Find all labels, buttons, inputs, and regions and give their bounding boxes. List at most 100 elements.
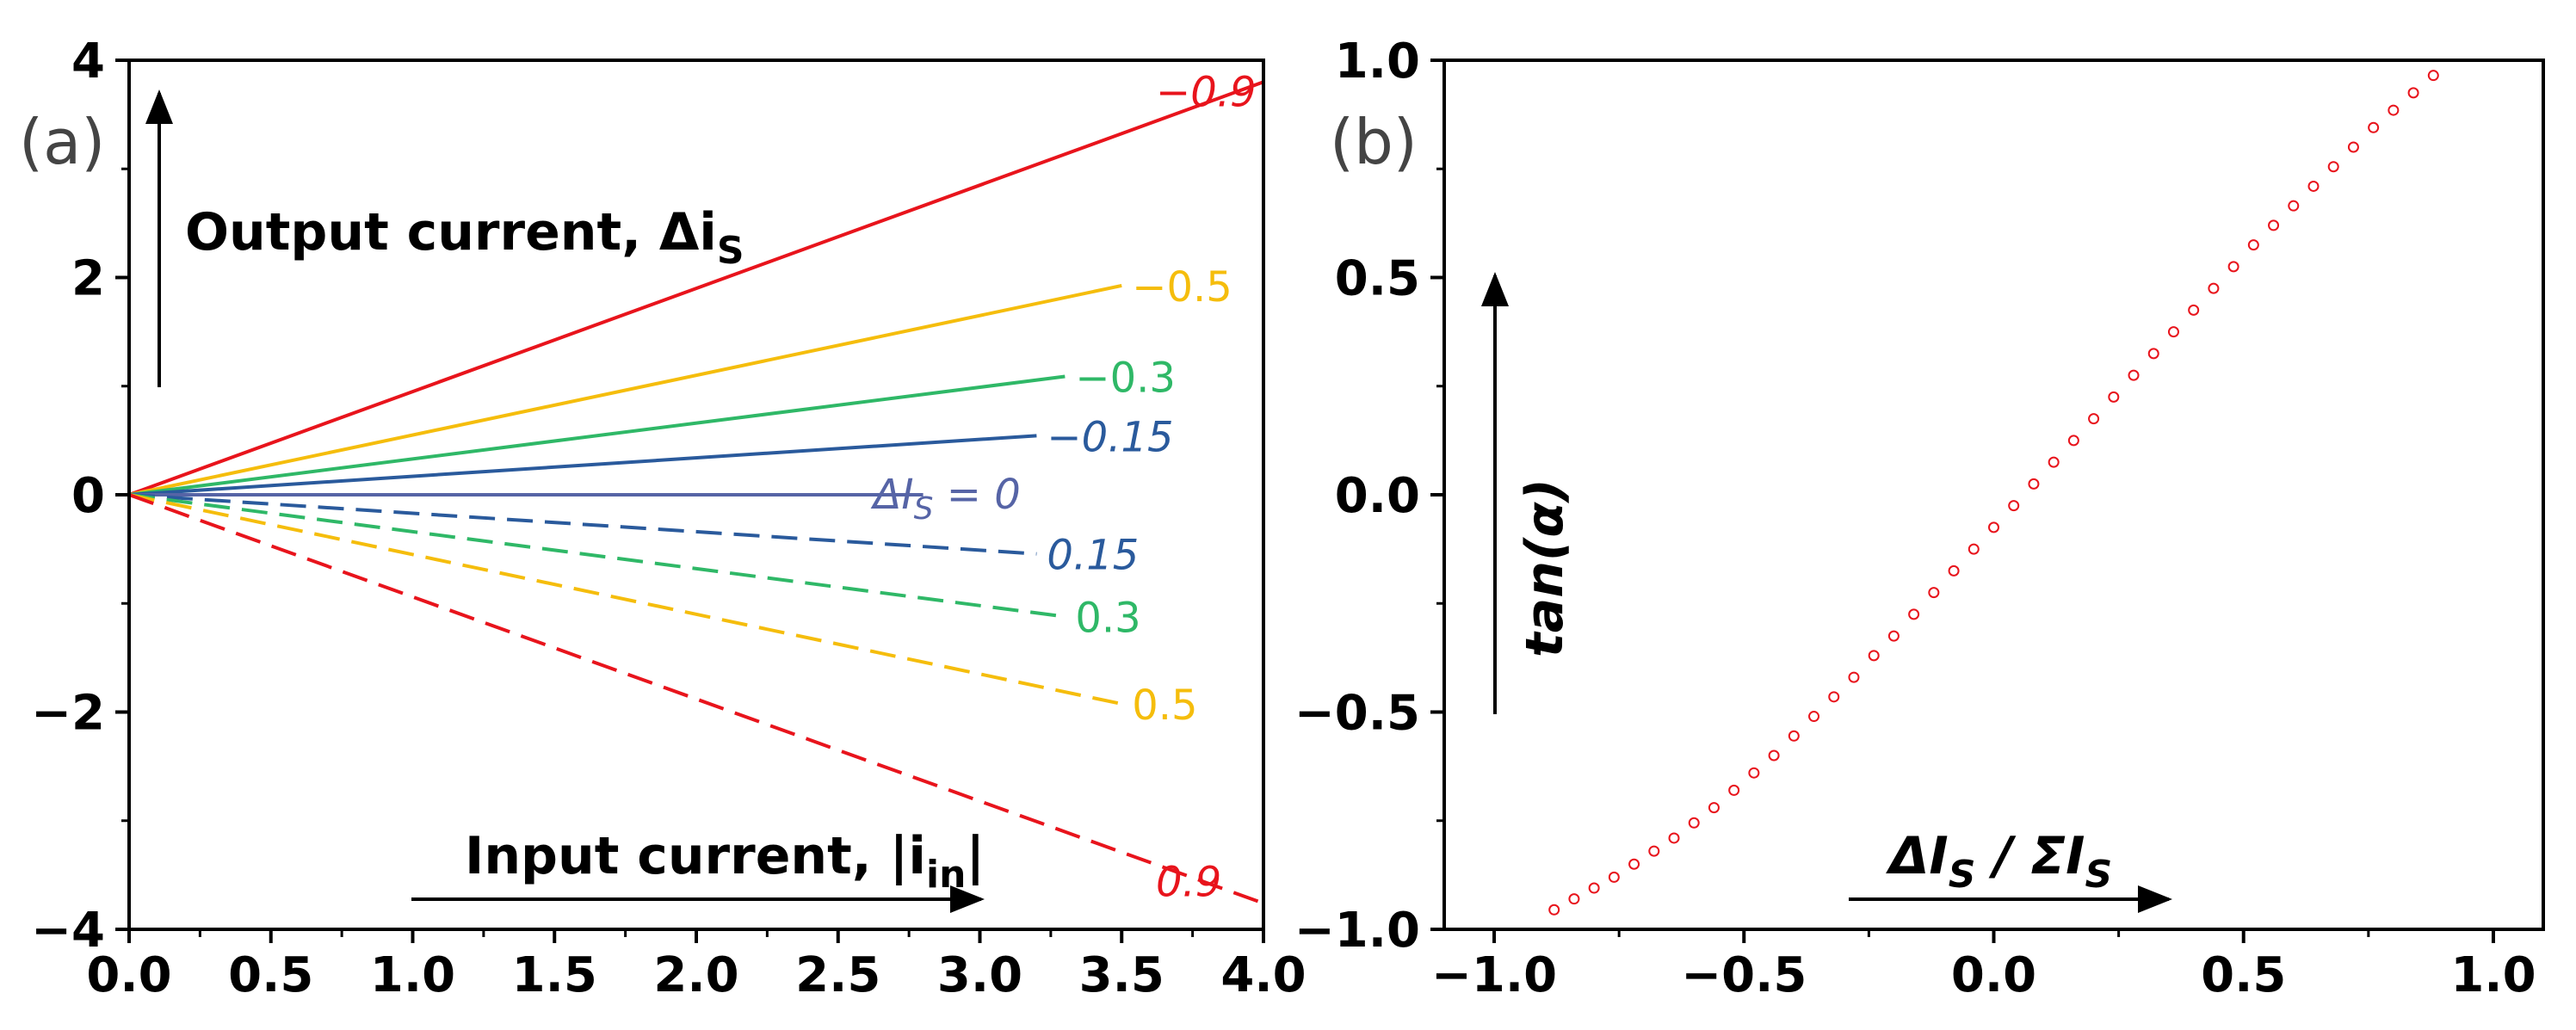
series-label: 0.3: [1075, 595, 1140, 643]
series-label-text: −0.5: [1132, 263, 1232, 311]
scatter-point: [2008, 500, 2020, 512]
series-label-text: 0.3: [1075, 595, 1140, 643]
scatter-point: [1868, 650, 1880, 662]
panel-b-x-title-part-4: S: [2085, 853, 2112, 897]
panel-b-x-title-part-3: / ΣI: [1975, 826, 2085, 886]
panel-b-x-title: ΔIS / ΣIS: [1886, 826, 2112, 897]
scatter-point: [2388, 104, 2400, 116]
series-label-text: −0.9: [1156, 68, 1257, 116]
panel-a-x-tick-label: 3.0: [937, 947, 1022, 1003]
scatter-point: [2347, 141, 2359, 153]
panel-a-x-title-main: Input current, |i: [465, 826, 926, 886]
series-label-suffix: = 0: [933, 471, 1020, 519]
scatter-point: [1548, 904, 1560, 916]
panel-a-y-tick-label: −4: [31, 903, 105, 959]
series-line: [128, 80, 1264, 496]
panel-a-label: (a): [19, 106, 105, 178]
panel-a-x-tick-label: 4.0: [1220, 947, 1306, 1003]
panel-b-y-title: tan(α): [1515, 478, 1575, 657]
panel-a-y-tick-label: 0: [71, 468, 105, 524]
panel-b: −1.0 −0.5 0.0 0.5 1.0 −1.0 −0.5 0.0 0.5 1.0 (b) t…: [1294, 34, 2545, 1003]
scatter-point: [2147, 348, 2159, 360]
scatter-point: [1688, 817, 1700, 829]
series-label-sub: S: [914, 491, 934, 527]
scatter-point: [1728, 784, 1740, 796]
scatter-point: [1808, 711, 1820, 723]
panel-a-x-tick-label: 2.0: [653, 947, 738, 1003]
scatter-point: [1648, 845, 1660, 857]
scatter-point: [1887, 630, 1900, 642]
series-label: −0.15: [1047, 413, 1173, 461]
series-line: [128, 284, 1122, 496]
scatter-point: [1928, 587, 1940, 599]
scatter-point: [2307, 180, 2320, 192]
scatter-point: [2268, 219, 2280, 231]
scatter-point: [1588, 882, 1600, 894]
scatter-point: [2108, 391, 2120, 403]
panel-a-y-title-sub: S: [717, 229, 744, 273]
scatter-point: [2227, 261, 2239, 273]
series-line: [128, 374, 1066, 496]
scatter-point: [1748, 767, 1760, 779]
panel-a-y-tick-label: 4: [71, 34, 105, 89]
panel-b-y-tick-label: −1.0: [1294, 903, 1420, 959]
panel-b-frame: [1442, 59, 2545, 931]
series-label-text: −0.15: [1047, 413, 1173, 461]
scatter-point: [1628, 858, 1640, 870]
scatter-point: [1968, 543, 1980, 555]
scatter-point: [1708, 802, 1720, 814]
panel-b-x-tick-label: 0.5: [2201, 947, 2286, 1003]
scatter-point: [2368, 121, 2380, 133]
series-label: −0.3: [1075, 355, 1176, 403]
scatter-point: [2048, 456, 2060, 468]
scatter-point: [2288, 200, 2300, 212]
panel-a-x-title: Input current, |iin|: [465, 826, 985, 897]
series-label-text: 0.5: [1132, 682, 1197, 730]
scatter-point: [1948, 564, 1960, 577]
panel-b-y-tick-label: 0.0: [1335, 468, 1420, 524]
panel-b-label: (b): [1330, 106, 1418, 178]
scatter-point: [1908, 608, 1920, 620]
panel-b-x-title-part-2: S: [1949, 853, 1976, 897]
scatter-point: [2327, 161, 2339, 173]
scatter-point: [2088, 413, 2100, 425]
panel-b-y-tick-label: −0.5: [1294, 686, 1420, 742]
scatter-point: [1828, 691, 1840, 703]
scatter-point: [1768, 749, 1780, 762]
scatter-point: [2128, 369, 2140, 381]
series-label: ΔIS = 0: [870, 471, 1021, 527]
panel-a-y-tick-label: −2: [31, 686, 105, 742]
panel-a-y-tick-label: 2: [71, 251, 105, 307]
scatter-point: [2028, 478, 2040, 490]
scatter-point: [2427, 70, 2439, 82]
series-line: [128, 493, 1037, 556]
panel-b-x-tick-label: 0.0: [1951, 947, 2036, 1003]
panel-a-y-title: Output current, ΔiS: [185, 202, 744, 273]
panel-b-y-tick-label: 0.5: [1335, 251, 1420, 307]
panel-a-x-tick-label: 2.5: [795, 947, 880, 1003]
panel-b-y-tick-label: 1.0: [1335, 34, 1420, 89]
series-label-text: ΔI: [870, 471, 914, 519]
scatter-point: [2167, 326, 2179, 338]
series-label: −0.9: [1156, 68, 1257, 116]
series-line: [128, 493, 1122, 706]
scatter-point: [2067, 435, 2079, 447]
scatter-point: [1788, 730, 1800, 742]
series-label: 0.15: [1047, 532, 1139, 580]
series-line: [128, 493, 1264, 905]
panel-b-x-tick-label: −1.0: [1431, 947, 1557, 1003]
panel-b-ticks: −1.0 −0.5 0.0 0.5 1.0 −1.0 −0.5 0.0 0.5 1.0: [1294, 34, 2536, 1003]
panel-a-x-tick-label: 3.5: [1079, 947, 1164, 1003]
panel-a-x-tick-label: 1.0: [370, 947, 455, 1003]
scatter-point: [2208, 282, 2220, 294]
series-label: −0.5: [1132, 263, 1232, 311]
series-label-text: 0.9: [1156, 859, 1221, 907]
panel-a-series-lines: [128, 80, 1264, 905]
panel-b-scatter-points: [1548, 70, 2439, 916]
panel-a-x-tick-label: 0.0: [86, 947, 171, 1003]
scatter-point: [1668, 832, 1680, 844]
series-label-text: 0.15: [1047, 532, 1139, 580]
scatter-point: [2407, 87, 2419, 99]
